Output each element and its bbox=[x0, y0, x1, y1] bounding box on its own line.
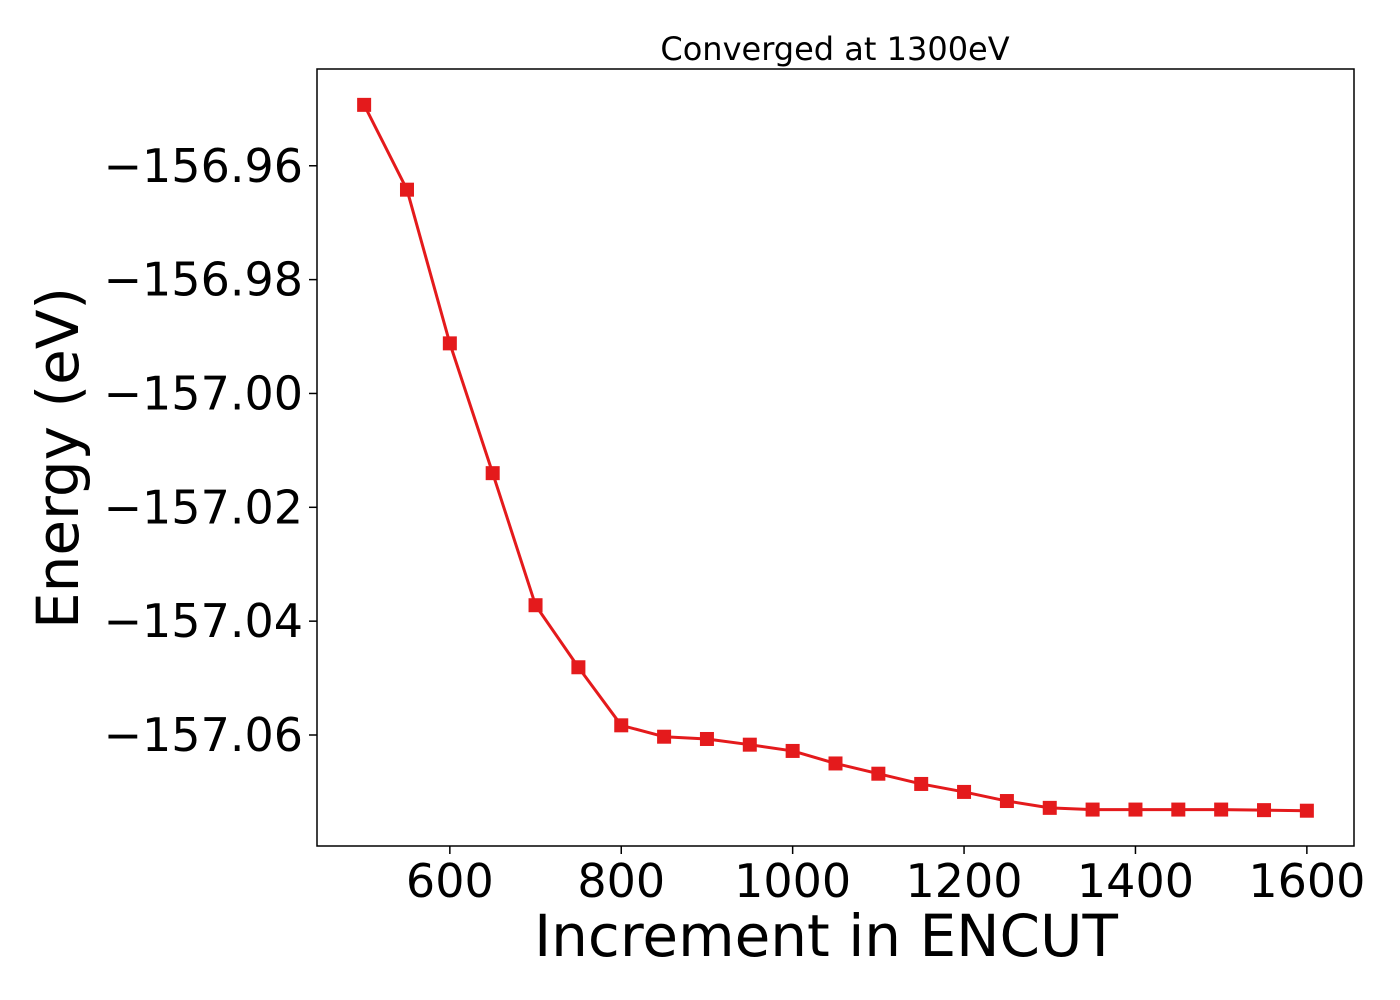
data-point-1450 bbox=[1171, 802, 1186, 817]
data-point-600 bbox=[442, 336, 457, 351]
plot-layer bbox=[357, 97, 1314, 818]
x-tick-label-600: 600 bbox=[406, 854, 494, 908]
data-point-850 bbox=[657, 729, 672, 744]
data-point-1250 bbox=[999, 794, 1014, 809]
data-point-1150 bbox=[914, 776, 929, 791]
plot-frame bbox=[316, 68, 1355, 847]
x-tick-label-1400: 1400 bbox=[1077, 854, 1194, 908]
x-axis: 600 800 1000 1200 1400 1600 bbox=[406, 846, 1365, 908]
x-tick-label-1000: 1000 bbox=[734, 854, 851, 908]
data-point-950 bbox=[742, 737, 757, 752]
data-point-700 bbox=[528, 598, 543, 613]
data-point-650 bbox=[485, 466, 500, 481]
data-point-1000 bbox=[785, 743, 800, 758]
x-tick-label-800: 800 bbox=[577, 854, 665, 908]
data-point-750 bbox=[571, 660, 586, 675]
data-point-1400 bbox=[1128, 802, 1143, 817]
data-point-1100 bbox=[871, 766, 886, 781]
y-tick-label-0: −156.96 bbox=[104, 139, 304, 193]
data-point-900 bbox=[699, 731, 714, 746]
x-tick-label-1600: 1600 bbox=[1248, 854, 1365, 908]
data-point-1600 bbox=[1299, 803, 1314, 818]
chart-title: Converged at 1300eV bbox=[660, 30, 1009, 68]
y-axis: −156.96 −156.98 −157.00 −157.02 −157.04 −157.… bbox=[104, 139, 317, 762]
y-tick-label-1: −156.98 bbox=[104, 253, 304, 307]
data-point-800 bbox=[614, 718, 629, 733]
y-tick-label-2: −157.00 bbox=[104, 366, 304, 420]
x-axis-label: Increment in ENCUT bbox=[534, 902, 1118, 970]
data-point-1300 bbox=[1042, 800, 1057, 815]
data-point-1550 bbox=[1257, 803, 1272, 818]
data-point-1200 bbox=[957, 784, 972, 799]
data-point-500 bbox=[357, 97, 372, 112]
y-axis-label: Energy (eV) bbox=[24, 287, 92, 629]
y-tick-label-3: −157.02 bbox=[104, 480, 304, 534]
data-point-1500 bbox=[1214, 802, 1229, 817]
data-point-550 bbox=[399, 182, 414, 197]
y-tick-label-4: −157.04 bbox=[104, 594, 304, 648]
x-tick-label-1200: 1200 bbox=[906, 854, 1023, 908]
y-tick-label-5: −157.06 bbox=[104, 708, 304, 762]
data-point-1050 bbox=[828, 756, 843, 771]
data-point-1350 bbox=[1085, 802, 1100, 817]
